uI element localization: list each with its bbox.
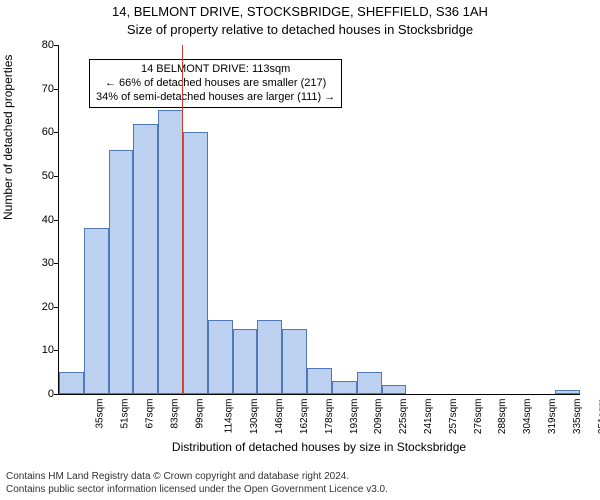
- y-tick-mark: [54, 89, 58, 90]
- histogram-bar: [357, 372, 382, 394]
- y-tick-mark: [54, 176, 58, 177]
- y-tick-mark: [54, 220, 58, 221]
- histogram-bar: [84, 228, 109, 394]
- histogram-bar: [183, 132, 208, 394]
- page-title-2: Size of property relative to detached ho…: [0, 22, 600, 37]
- histogram-bar: [158, 110, 183, 394]
- histogram-bar: [208, 320, 233, 394]
- y-tick-mark: [54, 307, 58, 308]
- x-tick-label: 35sqm: [95, 399, 106, 429]
- page-title-1: 14, BELMONT DRIVE, STOCKSBRIDGE, SHEFFIE…: [0, 4, 600, 19]
- x-tick-label: 114sqm: [224, 399, 235, 434]
- footer-line-2: Contains public sector information licen…: [6, 484, 594, 497]
- histogram-bar: [307, 368, 332, 394]
- x-tick-label: 99sqm: [194, 399, 205, 429]
- x-tick-label: 162sqm: [299, 399, 310, 435]
- annotation-line-2: ← 66% of detached houses are smaller (21…: [96, 77, 335, 91]
- histogram-bar: [282, 329, 307, 394]
- x-tick-label: 67sqm: [145, 399, 156, 429]
- x-tick-label: 130sqm: [249, 399, 260, 435]
- histogram-bar: [257, 320, 282, 394]
- x-tick-label: 225sqm: [398, 399, 409, 435]
- x-axis-label: Distribution of detached houses by size …: [58, 440, 580, 454]
- footer-attribution: Contains HM Land Registry data © Crown c…: [6, 471, 594, 496]
- x-tick-label: 288sqm: [497, 399, 508, 435]
- marker-annotation-box: 14 BELMONT DRIVE: 113sqm ← 66% of detach…: [89, 59, 342, 108]
- histogram-bar: [133, 124, 158, 394]
- x-tick-label: 178sqm: [324, 399, 335, 435]
- y-tick-label: 70: [42, 83, 54, 95]
- y-tick-mark: [54, 263, 58, 264]
- y-tick-label: 40: [42, 214, 54, 226]
- histogram-bar: [555, 390, 580, 394]
- y-tick-mark: [54, 132, 58, 133]
- x-tick-label: 51sqm: [120, 399, 131, 429]
- x-tick-label: 276sqm: [473, 399, 484, 435]
- histogram-bar: [382, 385, 407, 394]
- histogram-plot-area: 14 BELMONT DRIVE: 113sqm ← 66% of detach…: [58, 45, 580, 395]
- x-tick-label: 241sqm: [423, 399, 434, 435]
- x-tick-label: 319sqm: [547, 399, 558, 435]
- y-tick-label: 50: [42, 170, 54, 182]
- y-tick-mark: [54, 45, 58, 46]
- histogram-bar: [59, 372, 84, 394]
- x-tick-label: 335sqm: [572, 399, 583, 435]
- histogram-bar: [109, 150, 134, 394]
- x-tick-label: 304sqm: [522, 399, 533, 435]
- annotation-line-1: 14 BELMONT DRIVE: 113sqm: [96, 63, 335, 77]
- x-tick-label: 146sqm: [274, 399, 285, 435]
- y-tick-label: 20: [42, 301, 54, 313]
- x-tick-label: 193sqm: [349, 399, 360, 435]
- y-tick-label: 10: [42, 344, 54, 356]
- property-marker-line: [182, 45, 183, 394]
- y-tick-mark: [54, 350, 58, 351]
- x-tick-label: 83sqm: [169, 399, 180, 429]
- annotation-line-3: 34% of semi-detached houses are larger (…: [96, 91, 335, 105]
- x-tick-label: 209sqm: [373, 399, 384, 435]
- histogram-bar: [332, 381, 357, 394]
- x-tick-label: 257sqm: [448, 399, 459, 435]
- y-tick-label: 30: [42, 257, 54, 269]
- footer-line-1: Contains HM Land Registry data © Crown c…: [6, 471, 594, 484]
- y-tick-mark: [54, 394, 58, 395]
- y-axis-label: Number of detached properties: [1, 55, 15, 220]
- y-tick-label: 60: [42, 126, 54, 138]
- histogram-bar: [233, 329, 258, 394]
- y-tick-label: 80: [42, 39, 54, 51]
